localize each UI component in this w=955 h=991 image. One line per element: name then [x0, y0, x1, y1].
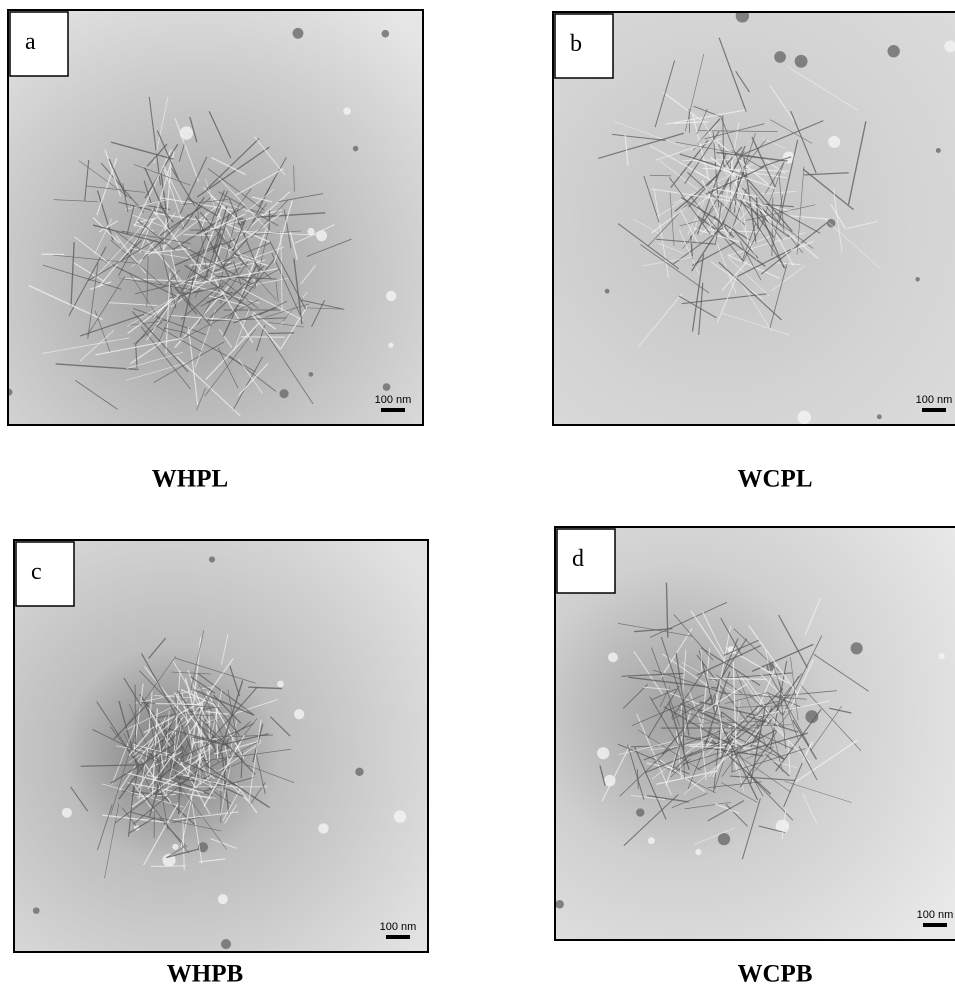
particle	[343, 107, 351, 115]
particle	[939, 653, 945, 659]
panel-label-box	[16, 542, 74, 606]
particle	[798, 411, 811, 424]
particle	[695, 849, 701, 855]
particle	[828, 136, 840, 148]
particle	[318, 823, 328, 833]
particle	[381, 30, 389, 38]
particle	[293, 28, 304, 39]
scale-bar	[386, 935, 410, 939]
particle	[180, 126, 193, 139]
particle	[353, 146, 359, 152]
particle	[877, 414, 882, 419]
scale-bar	[381, 408, 405, 412]
panel-label: b	[570, 31, 582, 57]
panel-label-box	[555, 14, 613, 78]
particle	[597, 747, 609, 759]
particle	[774, 51, 786, 63]
particle	[172, 844, 178, 850]
particle	[718, 833, 730, 845]
particle	[218, 894, 228, 904]
scale-bar-label: 100 nm	[916, 394, 953, 406]
figure: a 100 nm WHPL b 100 nm WCPL c 100 nm WHPB d 100 nm…	[0, 0, 955, 991]
particle	[6, 389, 13, 396]
particle	[915, 277, 919, 281]
particle	[648, 837, 655, 844]
particle	[383, 383, 391, 391]
fiber	[683, 713, 684, 750]
scale-bar	[923, 923, 947, 927]
particle	[386, 291, 396, 301]
scale-bar	[922, 408, 946, 412]
particle	[608, 652, 618, 662]
particle	[394, 810, 406, 822]
scale-bar-label: 100 nm	[917, 909, 954, 921]
fiber	[135, 685, 136, 754]
fiber	[151, 866, 186, 867]
tem-panel: b 100 nm	[553, 9, 955, 425]
panel-caption: WHPB	[167, 961, 243, 988]
panel-label: c	[31, 559, 42, 585]
particle	[355, 768, 363, 776]
panel-caption: WHPL	[152, 466, 228, 493]
micrograph	[15, 541, 428, 952]
panel-label: d	[572, 546, 584, 572]
panel-label-box	[557, 529, 615, 593]
micrograph-background	[9, 11, 423, 425]
particle	[309, 372, 314, 377]
particle	[555, 900, 564, 909]
micrograph-background	[554, 13, 955, 425]
particle	[605, 289, 610, 294]
particle	[279, 389, 288, 398]
particle	[887, 45, 899, 57]
particle	[851, 642, 863, 654]
page: a 100 nm WHPL b 100 nm WCPL c 100 nm WHPB d 100 nm…	[0, 0, 955, 991]
tem-panel: d 100 nm	[555, 527, 955, 940]
particle	[795, 55, 808, 68]
particle	[33, 907, 40, 914]
particle	[221, 939, 231, 949]
particle	[388, 343, 393, 348]
particle	[62, 808, 72, 818]
scale-bar-label: 100 nm	[380, 921, 417, 933]
micrograph	[554, 9, 955, 425]
panel-label: a	[25, 29, 36, 55]
particle	[827, 219, 835, 227]
fiber	[267, 333, 295, 334]
particle	[636, 808, 644, 816]
particle	[209, 556, 215, 562]
panel-label-box	[10, 12, 68, 76]
tem-panel: c 100 nm	[14, 540, 428, 952]
panel-caption: WCPL	[738, 466, 813, 493]
particle	[277, 681, 284, 688]
particle	[294, 709, 304, 719]
scale-bar-label: 100 nm	[375, 394, 412, 406]
panel-caption: WCPB	[738, 961, 813, 988]
tem-panel: a 100 nm	[6, 10, 423, 425]
particle	[936, 148, 941, 153]
